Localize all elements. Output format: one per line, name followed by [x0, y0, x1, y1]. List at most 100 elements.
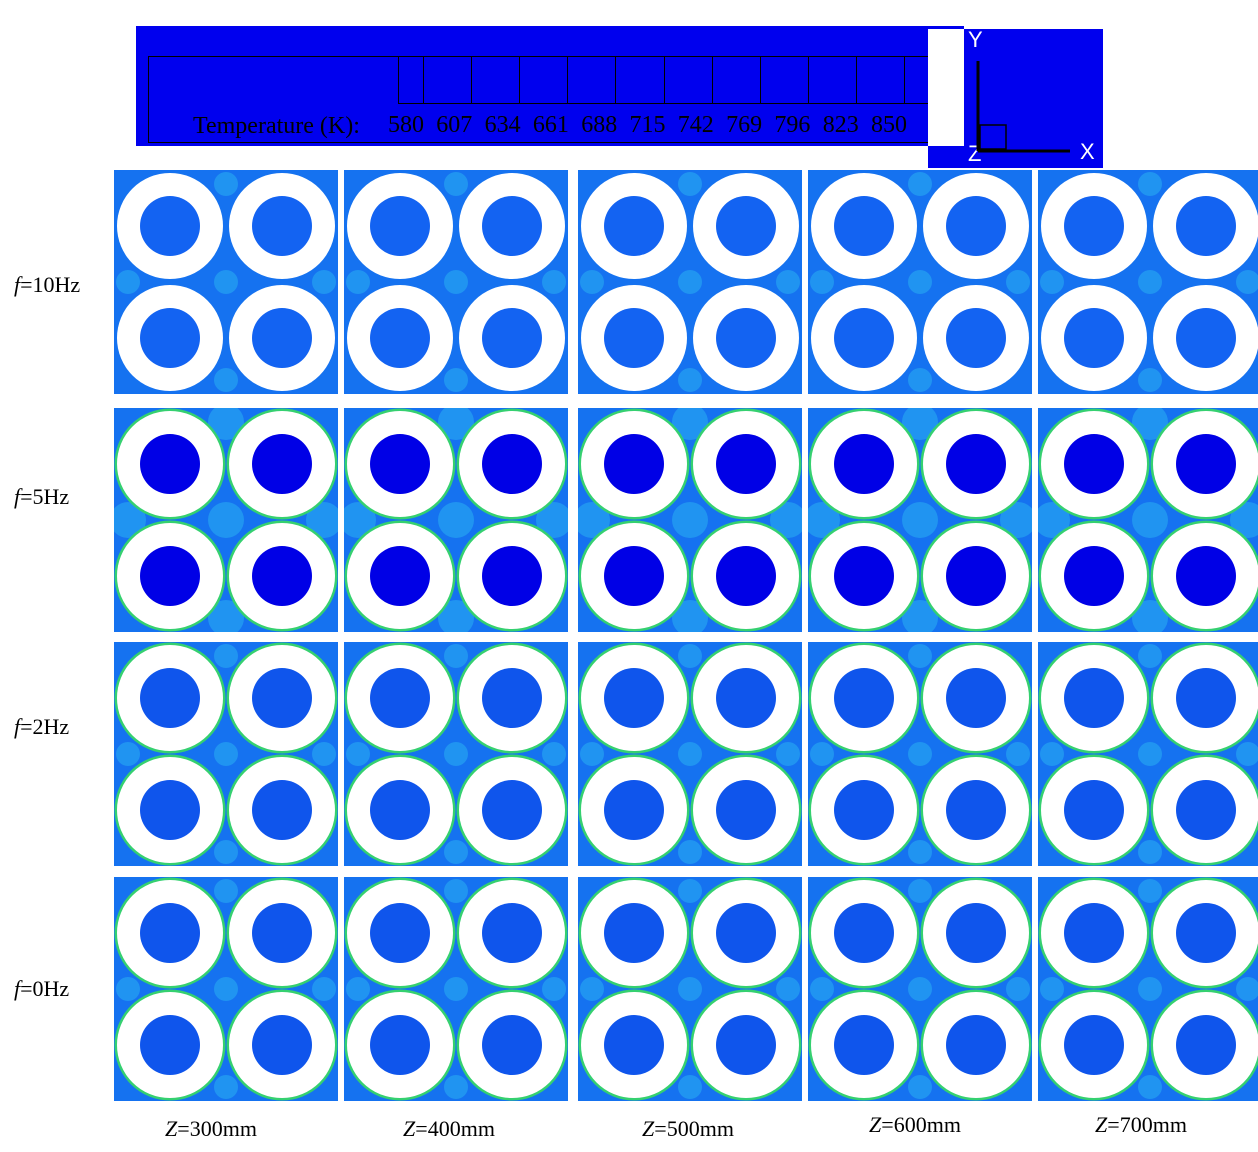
- tube-core: [716, 1015, 776, 1075]
- tube-core: [252, 546, 312, 606]
- tube-core: [482, 308, 542, 368]
- tube-core: [834, 546, 894, 606]
- tube-core: [140, 434, 200, 494]
- tube-core: [716, 308, 776, 368]
- tube-core: [370, 668, 430, 728]
- tube-core: [140, 780, 200, 840]
- tube-core: [604, 196, 664, 256]
- legend-tick: 742: [677, 112, 714, 138]
- legend-tick: 769: [726, 112, 763, 138]
- column-label-position: Z=400mm: [403, 1116, 495, 1141]
- tube-core: [370, 434, 430, 494]
- tube-core: [252, 434, 312, 494]
- tube-core: [140, 668, 200, 728]
- contour-panel: [344, 408, 568, 632]
- tube-core: [604, 780, 664, 840]
- tube-core: [252, 903, 312, 963]
- contour-panel: [808, 877, 1032, 1101]
- tube-core: [946, 434, 1006, 494]
- temperature-legend: Temperature (K): 580 607 634 661 688 715 742 76…: [136, 26, 964, 146]
- tube-core: [1176, 308, 1236, 368]
- tube-core: [834, 903, 894, 963]
- tube-core: [1176, 1015, 1236, 1075]
- legend-frame: Temperature (K):: [148, 56, 942, 143]
- tube-core: [1176, 668, 1236, 728]
- tube-core: [1064, 903, 1124, 963]
- tube-core: [834, 780, 894, 840]
- axis-arrows: [976, 61, 1070, 153]
- contour-panel: [344, 642, 568, 866]
- tube-core: [252, 780, 312, 840]
- contour-panel: [1038, 642, 1258, 866]
- tube-core: [946, 668, 1006, 728]
- tube-core: [370, 780, 430, 840]
- tube-core: [1176, 546, 1236, 606]
- axis-x-label: X: [1080, 139, 1095, 164]
- tube-core: [604, 1015, 664, 1075]
- tube-core: [140, 196, 200, 256]
- tube-core: [252, 1015, 312, 1075]
- tube-core: [716, 780, 776, 840]
- tube-core: [482, 780, 542, 840]
- tube-core: [1064, 668, 1124, 728]
- contour-panel: [578, 170, 802, 394]
- tube-core: [834, 434, 894, 494]
- tube-core: [252, 668, 312, 728]
- column-label-position: Z=500mm: [642, 1116, 734, 1141]
- legend-title: Temperature (K):: [193, 113, 360, 139]
- row-label-frequency: f=5Hz: [14, 484, 70, 509]
- tube-core: [946, 308, 1006, 368]
- tube-core: [1176, 903, 1236, 963]
- tube-core: [482, 434, 542, 494]
- tube-core: [1064, 196, 1124, 256]
- row-label-frequency: f=2Hz: [14, 714, 70, 739]
- tube-core: [946, 546, 1006, 606]
- contour-panel: [578, 408, 802, 632]
- tube-core: [252, 196, 312, 256]
- column-label-position: Z=600mm: [869, 1112, 961, 1137]
- tube-core: [946, 903, 1006, 963]
- tube-core: [482, 903, 542, 963]
- legend-tick: 715: [629, 112, 666, 138]
- contour-panel: [1038, 170, 1258, 394]
- tube-core: [140, 546, 200, 606]
- contour-panel: [578, 642, 802, 866]
- contour-panel: [808, 170, 1032, 394]
- tube-core: [834, 196, 894, 256]
- legend-tick: 634: [484, 112, 521, 138]
- tube-core: [834, 308, 894, 368]
- legend-color-bar: [398, 56, 930, 104]
- tube-core: [482, 546, 542, 606]
- tube-core: [370, 903, 430, 963]
- tube-core: [1176, 196, 1236, 256]
- tube-core: [946, 780, 1006, 840]
- contour-panel: [808, 642, 1032, 866]
- tube-core: [370, 196, 430, 256]
- axis-y-label: Y: [968, 27, 983, 52]
- legend-tick: 607: [436, 112, 473, 138]
- tube-core: [716, 903, 776, 963]
- tube-core: [604, 903, 664, 963]
- contour-panel: [114, 642, 338, 866]
- tube-core: [482, 196, 542, 256]
- contour-panel: [344, 170, 568, 394]
- axis-triad: Y X Z: [928, 27, 1103, 168]
- tube-core: [716, 434, 776, 494]
- tube-core: [604, 434, 664, 494]
- tube-core: [252, 308, 312, 368]
- tube-core: [140, 308, 200, 368]
- legend-tick: 850: [871, 112, 907, 138]
- tube-core: [140, 903, 200, 963]
- contour-panel: [114, 877, 338, 1101]
- tube-core: [946, 196, 1006, 256]
- legend-tick: 688: [581, 112, 618, 138]
- contour-panel: [1038, 408, 1258, 632]
- tube-core: [370, 308, 430, 368]
- tube-core: [1176, 780, 1236, 840]
- contour-panel: [114, 408, 338, 632]
- tube-core: [482, 668, 542, 728]
- contour-panel: [344, 877, 568, 1101]
- tube-core: [370, 546, 430, 606]
- tube-core: [604, 668, 664, 728]
- tube-core: [140, 1015, 200, 1075]
